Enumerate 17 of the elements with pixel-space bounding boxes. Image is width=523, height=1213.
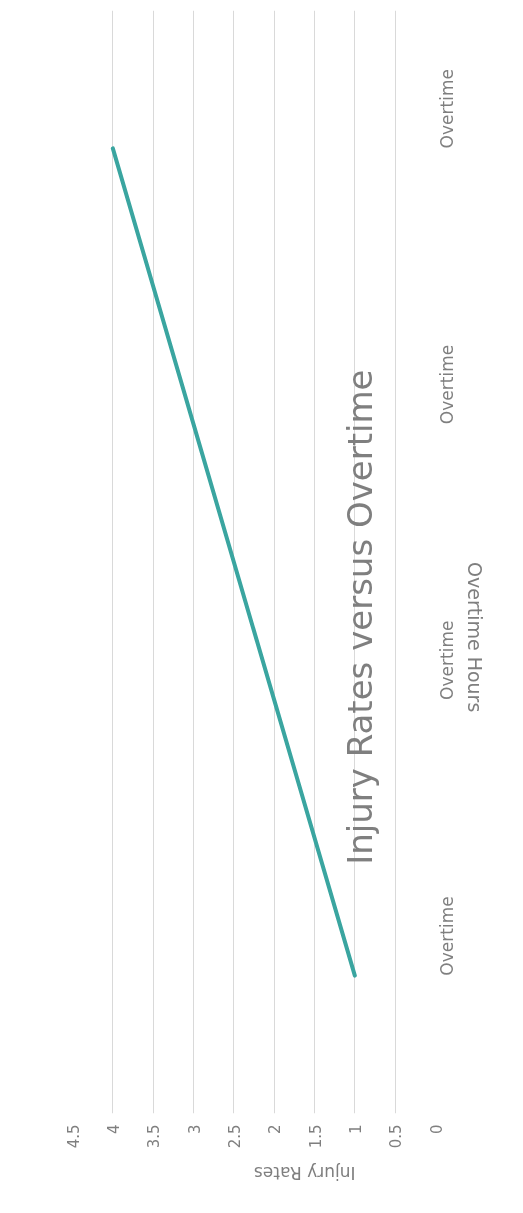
x-tick-label: 2	[266, 1124, 285, 1135]
x-tick-label: 3.5	[145, 1124, 164, 1149]
x-axis-title: Injury Rates	[253, 1163, 356, 1184]
x-tick-label: 0	[427, 1124, 446, 1135]
x-tick-label: 1.5	[306, 1124, 325, 1149]
y-axis-title: Overtime Hours	[463, 562, 486, 713]
x-tick-label: 3	[185, 1124, 204, 1135]
y-tick-label: Overtime	[436, 620, 457, 700]
x-tick-label: 4.5	[64, 1124, 83, 1149]
y-tick-label: Overtime	[436, 344, 457, 425]
x-tick-label: 0.5	[387, 1124, 406, 1149]
x-tick-label: 4	[104, 1124, 123, 1135]
x-tick-label: 2.5	[225, 1124, 244, 1149]
y-tick-label: Overtime	[436, 896, 457, 976]
text: Injury Rates versus Overtime	[339, 369, 380, 865]
x-tick-label: 1	[346, 1124, 365, 1135]
y-tick-label: Overtime	[436, 69, 457, 149]
